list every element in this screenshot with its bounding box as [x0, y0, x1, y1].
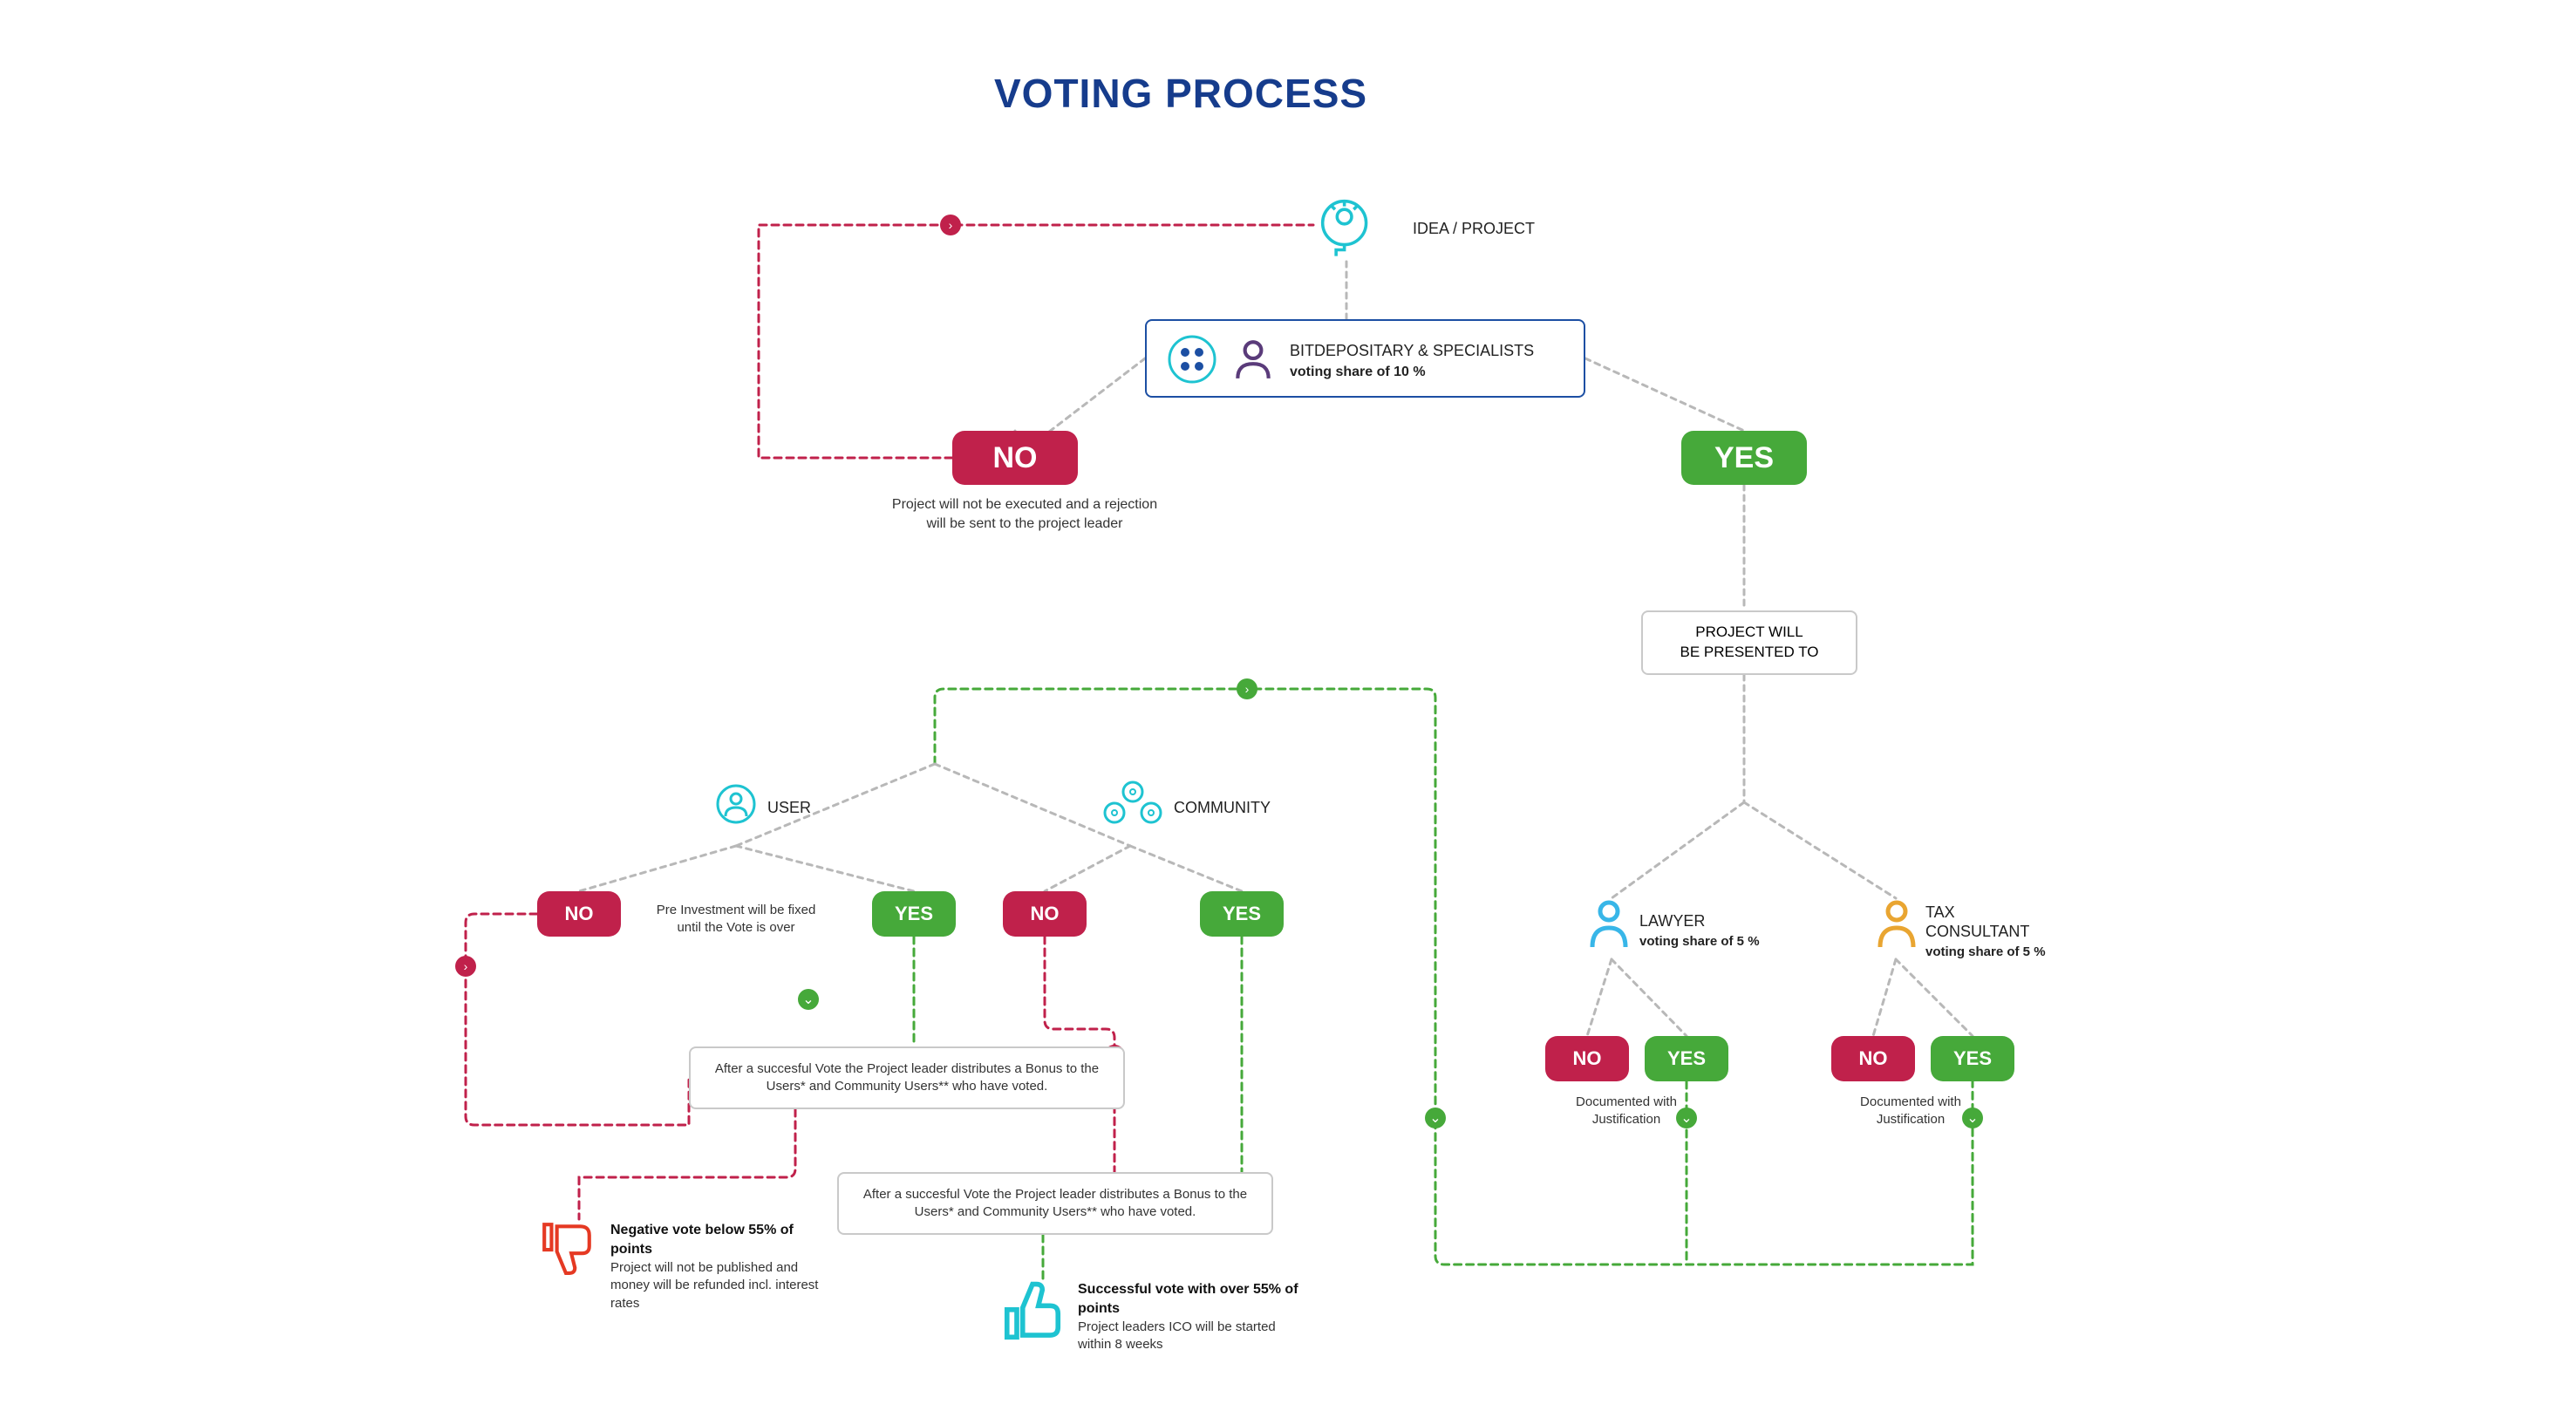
- tax-sub: voting share of 5 %: [1925, 944, 2046, 961]
- idea-label: IDEA / PROJECT: [1413, 218, 1535, 239]
- pos-vote-title: Successful vote with over 55% of points: [1078, 1280, 1305, 1318]
- lawyer-no: NO: [1545, 1036, 1629, 1081]
- user-person-icon: [715, 783, 757, 829]
- bonus-box-2: After a succesful Vote the Project leade…: [837, 1172, 1273, 1235]
- bitdep-logo-icon: [1166, 333, 1218, 385]
- community-no: NO: [1003, 891, 1087, 937]
- community-label: COMMUNITY: [1174, 797, 1271, 818]
- svg-text:⌄: ⌄: [1429, 1111, 1441, 1126]
- community-yes: YES: [1200, 891, 1284, 937]
- pos-vote-body: Project leaders ICO will be started with…: [1078, 1319, 1305, 1354]
- tax-no: NO: [1831, 1036, 1915, 1081]
- yes-pill-1: YES: [1681, 431, 1807, 485]
- svg-text:›: ›: [949, 218, 953, 232]
- bonus-box-2-text: After a succesful Vote the Project leade…: [855, 1186, 1256, 1222]
- thumb-up-icon: [1001, 1280, 1064, 1347]
- thumb-down-icon: [539, 1219, 596, 1281]
- tax-line2: CONSULTANT: [1925, 921, 2029, 942]
- bitdep-title: BITDEPOSITARY & SPECIALISTS: [1290, 340, 1534, 361]
- user-label: USER: [767, 797, 811, 818]
- lawyer-person-icon: [1587, 898, 1631, 955]
- lawyer-docjust: Documented with Justification: [1544, 1094, 1709, 1129]
- svg-text:›: ›: [1245, 682, 1250, 696]
- neg-vote-title: Negative vote below 55% of points: [610, 1221, 837, 1258]
- idea-head-icon: [1313, 192, 1380, 258]
- tax-line1: TAX: [1925, 902, 1955, 923]
- user-yes: YES: [872, 891, 956, 937]
- svg-text:⌄: ⌄: [802, 992, 814, 1007]
- specialist-person-icon: [1230, 337, 1276, 382]
- present-box: PROJECT WILL BE PRESENTED TO: [1641, 610, 1857, 675]
- present-line1: PROJECT WILL: [1695, 623, 1803, 643]
- bonus-box-1: After a succesful Vote the Project leade…: [689, 1046, 1125, 1109]
- edges-layer: ››››⌄⌄⌄⌄: [0, 0, 2576, 1411]
- tax-yes: YES: [1931, 1036, 2014, 1081]
- tax-docjust: Documented with Justification: [1828, 1094, 1993, 1129]
- lawyer-yes: YES: [1645, 1036, 1728, 1081]
- bonus-box-1-text: After a succesful Vote the Project leade…: [706, 1060, 1107, 1096]
- lawyer-label: LAWYER: [1639, 910, 1705, 931]
- svg-text:›: ›: [464, 959, 468, 973]
- neg-vote-body: Project will not be published and money …: [610, 1259, 837, 1312]
- canvas: VOTING PROCESS ››››⌄⌄⌄⌄ IDEA / PROJECT: [0, 0, 2576, 1411]
- diagram-title: VOTING PROCESS: [994, 70, 1367, 117]
- no-pill-1: NO: [952, 431, 1078, 485]
- bitdepositary-box: BITDEPOSITARY & SPECIALISTS voting share…: [1145, 319, 1585, 398]
- bitdep-sub: voting share of 10 %: [1290, 363, 1426, 382]
- tax-person-icon: [1875, 898, 1918, 955]
- lawyer-sub: voting share of 5 %: [1639, 933, 1760, 951]
- user-no: NO: [537, 891, 621, 937]
- user-preinvest-text: Pre Investment will be fixed until the V…: [649, 902, 823, 937]
- community-icon: [1101, 780, 1165, 829]
- present-line2: BE PRESENTED TO: [1680, 643, 1818, 663]
- no-1-text: Project will not be executed and a rejec…: [889, 495, 1160, 533]
